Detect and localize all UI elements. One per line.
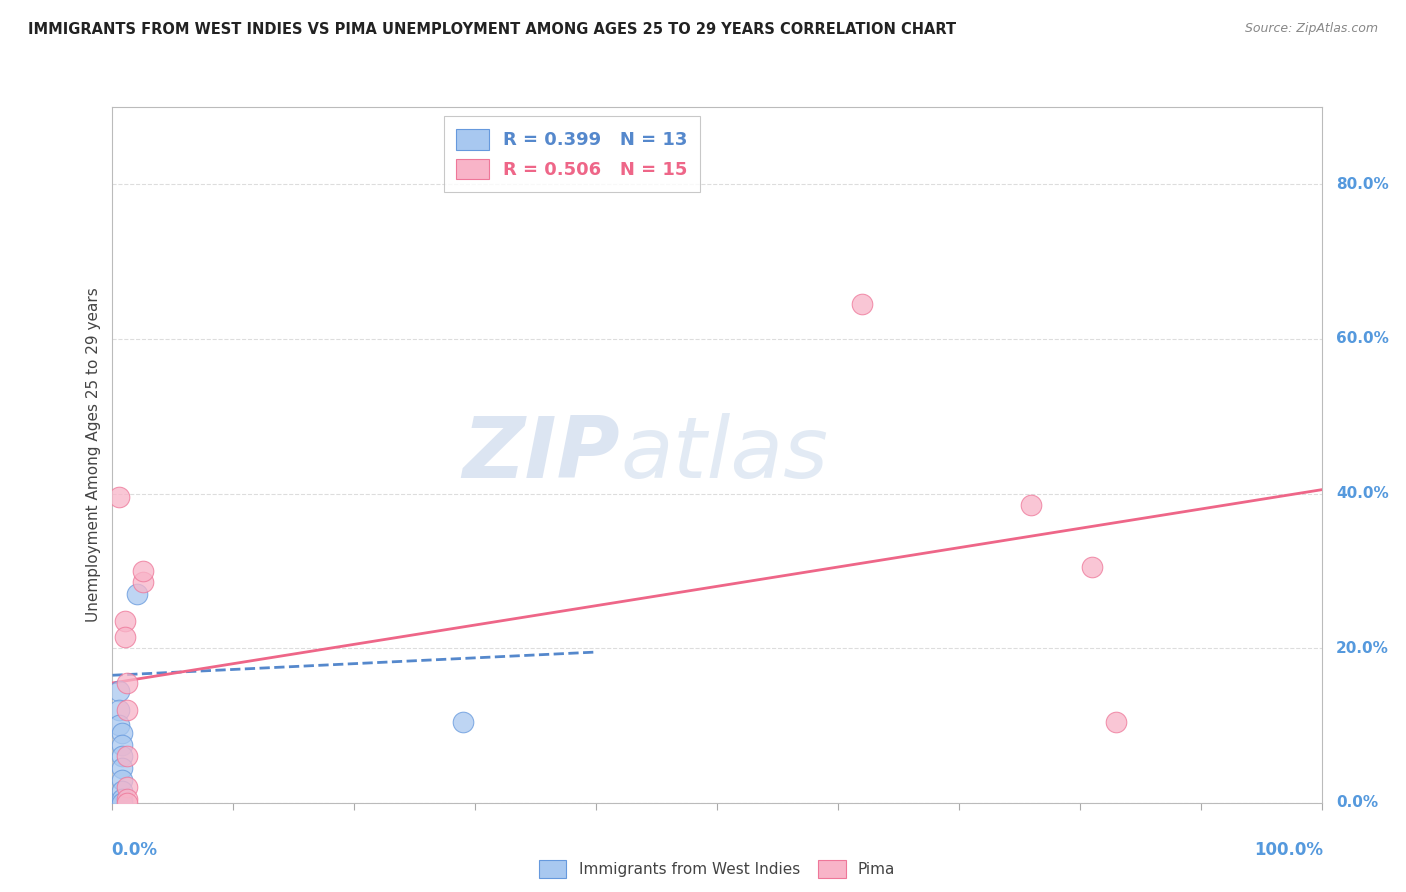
Point [107, 683, 129, 698]
Point [111, 726, 134, 740]
Point [1081, 560, 1104, 574]
Point [851, 297, 873, 311]
Point [111, 784, 134, 798]
Point [114, 614, 136, 628]
Point [1105, 714, 1128, 729]
Point [115, 749, 138, 764]
Point [115, 676, 138, 690]
Point [107, 718, 129, 732]
Text: 20.0%: 20.0% [1336, 640, 1389, 656]
Text: 0.0%: 0.0% [111, 841, 157, 859]
Legend: Immigrants from West Indies, Pima: Immigrants from West Indies, Pima [531, 853, 903, 886]
Point [111, 772, 134, 787]
Text: 0.0%: 0.0% [1336, 796, 1378, 810]
Text: 40.0%: 40.0% [1336, 486, 1389, 501]
Point [125, 587, 148, 601]
Point [1021, 498, 1043, 512]
Text: 100.0%: 100.0% [1254, 841, 1323, 859]
Text: atlas: atlas [620, 413, 828, 497]
Y-axis label: Unemployment Among Ages 25 to 29 years: Unemployment Among Ages 25 to 29 years [86, 287, 101, 623]
Point [115, 792, 138, 806]
Point [111, 738, 134, 752]
Point [115, 796, 138, 810]
Point [132, 575, 155, 590]
Point [107, 491, 129, 505]
Point [111, 796, 134, 810]
Text: Source: ZipAtlas.com: Source: ZipAtlas.com [1244, 22, 1378, 36]
Text: ZIP: ZIP [463, 413, 620, 497]
Point [114, 630, 136, 644]
Text: IMMIGRANTS FROM WEST INDIES VS PIMA UNEMPLOYMENT AMONG AGES 25 TO 29 YEARS CORRE: IMMIGRANTS FROM WEST INDIES VS PIMA UNEM… [28, 22, 956, 37]
Point [107, 703, 129, 717]
Point [115, 703, 138, 717]
Point [111, 749, 134, 764]
Point [111, 792, 134, 806]
Point [115, 780, 138, 795]
Point [132, 564, 155, 578]
Point [111, 761, 134, 775]
Text: 80.0%: 80.0% [1336, 177, 1389, 192]
Point [451, 714, 474, 729]
Text: 60.0%: 60.0% [1336, 332, 1389, 346]
